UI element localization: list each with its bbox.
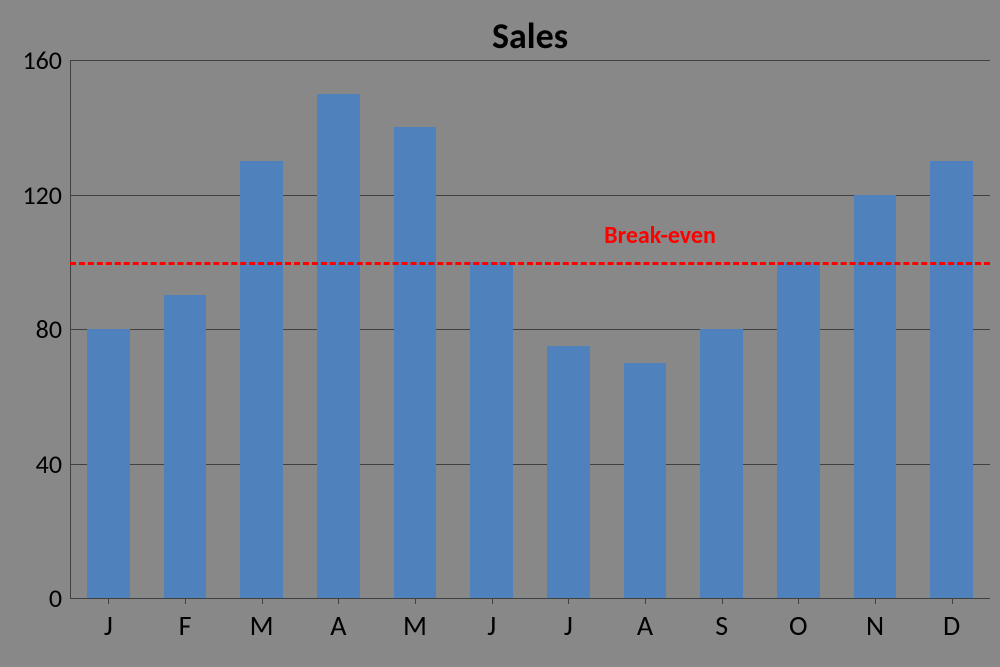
x-tick-label: D (943, 608, 960, 643)
bar (470, 262, 513, 598)
x-tick-label: A (330, 608, 346, 643)
x-tick-label: M (250, 608, 274, 643)
bar (854, 195, 897, 599)
chart-title: Sales (492, 14, 568, 58)
bar (317, 94, 360, 598)
x-tick-label: O (789, 608, 808, 643)
y-tick-label: 80 (36, 313, 62, 345)
y-tick-label: 120 (22, 179, 62, 211)
break-even-line (70, 262, 990, 265)
gridline (70, 60, 990, 61)
bar (777, 262, 820, 598)
x-tick-label: J (487, 608, 496, 643)
x-tick-label: S (715, 608, 728, 643)
x-axis-line (70, 598, 990, 599)
bar (930, 161, 973, 598)
y-tick-label: 0 (49, 582, 62, 614)
x-tick-label: F (179, 608, 192, 643)
gridline (70, 464, 990, 465)
gridline (70, 329, 990, 330)
bar (700, 329, 743, 598)
y-tick-label: 40 (36, 448, 62, 480)
y-tick-label: 160 (22, 44, 62, 76)
break-even-label: Break-even (604, 221, 716, 250)
chart-stage: 0 40 80 120 160 J F M A M J J A S O N D Break-even Sales (0, 0, 1000, 667)
gridline (70, 195, 990, 196)
x-tick-label: J (104, 608, 113, 643)
x-tick-label: A (637, 608, 653, 643)
bar (240, 161, 283, 598)
bar (164, 295, 207, 598)
x-tick-label: M (403, 608, 427, 643)
bar (624, 363, 667, 598)
x-tick-label: N (866, 608, 884, 643)
bar (547, 346, 590, 598)
bar (87, 329, 130, 598)
y-axis-line (70, 60, 71, 598)
x-tick-label: J (564, 608, 573, 643)
bar (394, 127, 437, 598)
